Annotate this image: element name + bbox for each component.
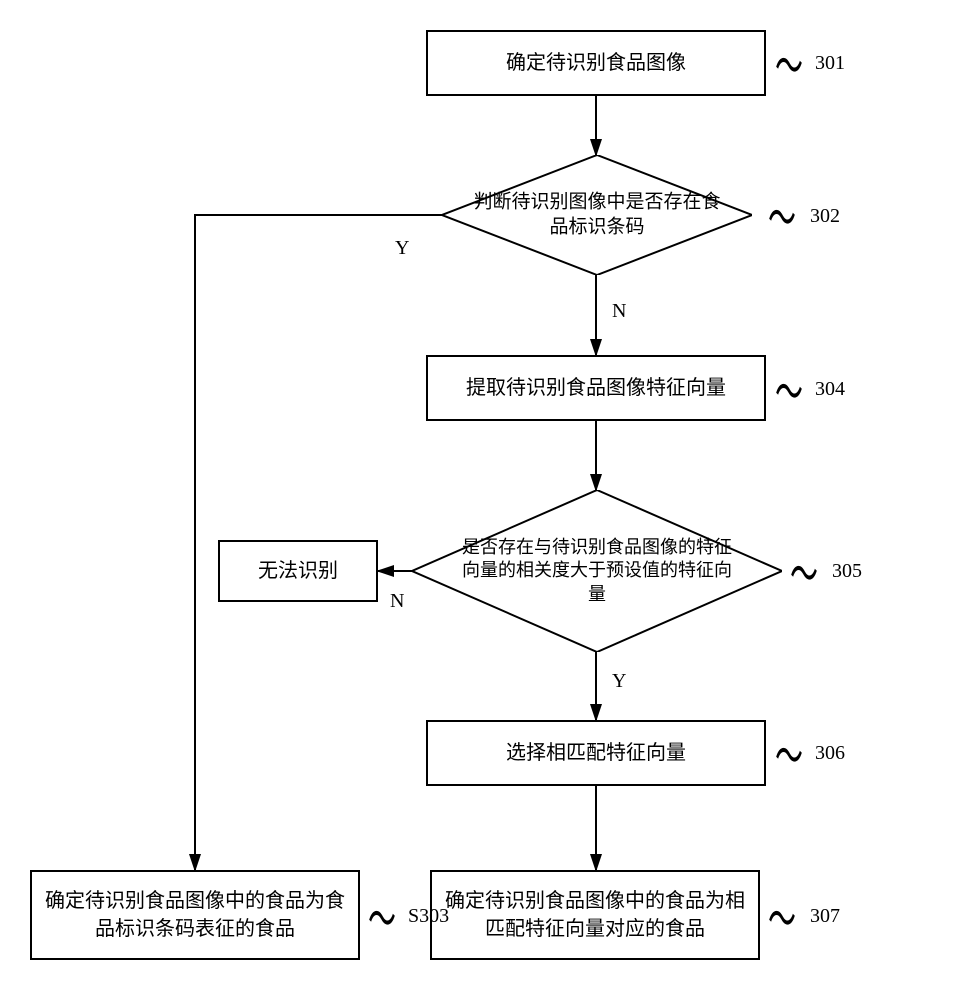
node-307-text: 确定待识别食品图像中的食品为相匹配特征向量对应的食品 <box>444 887 746 943</box>
edge-label-305-N: N <box>390 590 404 613</box>
ref-306: 306 <box>815 742 845 765</box>
node-cannot-recognize: 无法识别 <box>218 540 378 602</box>
node-301: 确定待识别食品图像 <box>426 30 766 96</box>
edge-label-302-N: N <box>612 300 626 323</box>
ref-302: 302 <box>810 205 840 228</box>
node-305: 是否存在与待识别食品图像的特征向量的相关度大于预设值的特征向量 <box>412 490 782 652</box>
edge-label-305-Y: Y <box>612 670 626 693</box>
ref-tick-307: 〜 <box>768 881 796 953</box>
ref-301: 301 <box>815 52 845 75</box>
ref-303: S303 <box>408 905 449 928</box>
ref-tick-306: 〜 <box>775 718 803 790</box>
node-302-text: 判断待识别图像中是否存在食品标识条码 <box>473 190 721 239</box>
node-307: 确定待识别食品图像中的食品为相匹配特征向量对应的食品 <box>430 870 760 960</box>
edge-label-302-Y: Y <box>395 237 409 260</box>
node-303-text: 确定待识别食品图像中的食品为食品标识条码表征的食品 <box>44 887 346 943</box>
node-301-text: 确定待识别食品图像 <box>506 49 686 77</box>
node-cannot-text: 无法识别 <box>258 557 338 585</box>
node-304-text: 提取待识别食品图像特征向量 <box>466 374 726 402</box>
ref-307: 307 <box>810 905 840 928</box>
node-304: 提取待识别食品图像特征向量 <box>426 355 766 421</box>
ref-tick-304: 〜 <box>775 354 803 426</box>
ref-tick-305: 〜 <box>790 536 818 608</box>
ref-304: 304 <box>815 378 845 401</box>
ref-tick-303: 〜 <box>368 881 396 953</box>
node-306: 选择相匹配特征向量 <box>426 720 766 786</box>
ref-305: 305 <box>832 560 862 583</box>
node-305-text: 是否存在与待识别食品图像的特征向量的相关度大于预设值的特征向量 <box>458 536 736 606</box>
node-303: 确定待识别食品图像中的食品为食品标识条码表征的食品 <box>30 870 360 960</box>
ref-tick-301: 〜 <box>775 28 803 100</box>
node-302: 判断待识别图像中是否存在食品标识条码 <box>442 155 752 275</box>
node-306-text: 选择相匹配特征向量 <box>506 739 686 767</box>
ref-tick-302: 〜 <box>768 180 796 252</box>
